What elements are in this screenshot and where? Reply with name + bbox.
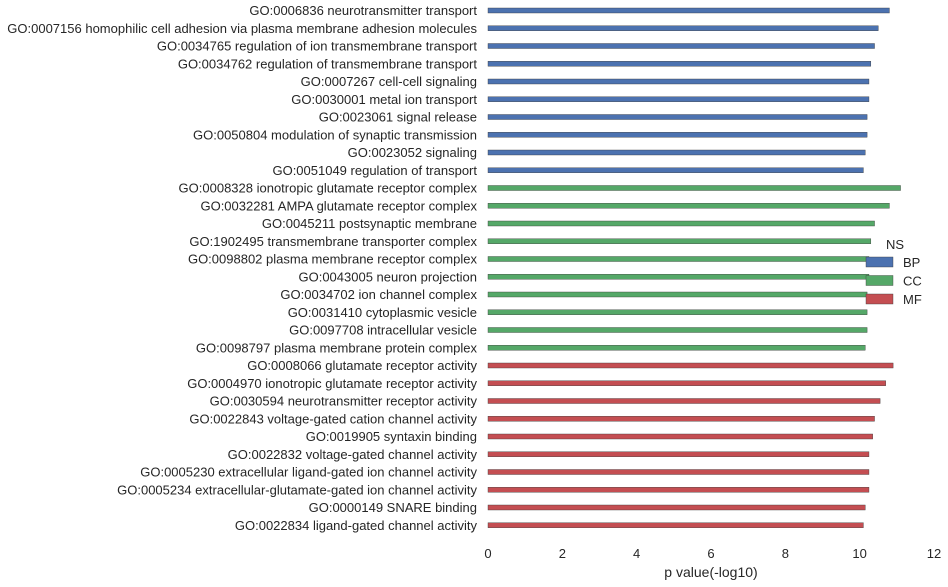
- bar: [487, 398, 881, 404]
- bar: [487, 274, 870, 280]
- category-label: GO:0097708 intracellular vesicle: [289, 323, 477, 338]
- x-tick-label: 6: [707, 546, 714, 561]
- bar: [487, 327, 868, 333]
- bar: [487, 78, 870, 85]
- bar: [487, 96, 870, 102]
- category-label: GO:0008328 ionotropic glutamate receptor…: [179, 181, 478, 196]
- bar: [487, 114, 868, 120]
- bar: [487, 309, 868, 315]
- category-label: GO:0004970 ionotropic glutamate receptor…: [187, 376, 477, 391]
- category-label: GO:0006836 neurotransmitter transport: [249, 3, 477, 18]
- bar: [487, 238, 872, 244]
- bar: [487, 25, 879, 31]
- category-label: GO:0007267 cell-cell signaling: [301, 74, 477, 89]
- bar: [487, 362, 894, 369]
- category-label: GO:0051049 regulation of transport: [272, 163, 477, 178]
- category-label: GO:0023052 signaling: [348, 145, 477, 160]
- bar: [487, 416, 875, 422]
- x-tick-label: 4: [633, 546, 640, 561]
- category-label: GO:0007156 homophilic cell adhesion via …: [7, 21, 477, 36]
- bar: [487, 149, 866, 156]
- bar: [487, 433, 873, 440]
- category-label: GO:0022834 ligand-gated channel activity: [235, 518, 478, 533]
- bar: [487, 256, 870, 262]
- category-label: GO:0022843 voltage-gated cation channel …: [189, 411, 477, 426]
- bar: [487, 469, 870, 475]
- category-label: GO:1902495 transmembrane transporter com…: [189, 234, 477, 249]
- legend-label: MF: [903, 292, 922, 307]
- category-label: GO:0032281 AMPA glutamate receptor compl…: [200, 198, 477, 213]
- category-label: GO:0098797 plasma membrane protein compl…: [196, 340, 478, 355]
- bar: [487, 7, 890, 14]
- x-ticks-layer: 0 2 4 6 8 10 12: [484, 546, 941, 561]
- bar: [487, 132, 868, 138]
- bar: [487, 203, 890, 209]
- category-label: GO:0098802 plasma membrane receptor comp…: [188, 252, 478, 267]
- bar: [487, 504, 866, 511]
- bar: [487, 345, 866, 351]
- x-tick-label: 0: [484, 546, 491, 561]
- bar: [487, 43, 875, 49]
- category-label: GO:0005230 extracellular ligand-gated io…: [140, 465, 477, 480]
- x-tick-label: 2: [559, 546, 566, 561]
- legend-label: BP: [903, 255, 920, 270]
- bars-layer: [487, 7, 901, 528]
- category-label: GO:0034702 ion channel complex: [280, 287, 477, 302]
- category-label: GO:0030001 metal ion transport: [291, 92, 477, 107]
- category-label: GO:0000149 SNARE binding: [309, 500, 477, 515]
- category-label: GO:0023061 signal release: [319, 110, 477, 125]
- bar: [487, 167, 864, 173]
- legend-swatch: [865, 275, 894, 286]
- legend-swatch: [865, 293, 894, 305]
- bar: [487, 291, 868, 298]
- category-label: GO:0045211 postsynaptic membrane: [262, 216, 477, 231]
- bar: [487, 522, 864, 528]
- legend: NS BP CC MF: [865, 237, 922, 307]
- bar: [487, 220, 875, 227]
- bar: [487, 61, 872, 67]
- bar: [487, 380, 886, 386]
- bar: [487, 451, 870, 457]
- category-label: GO:0022832 voltage-gated channel activit…: [228, 447, 478, 462]
- legend-label: CC: [903, 274, 922, 289]
- category-label: GO:0030594 neurotransmitter receptor act…: [210, 394, 478, 409]
- category-labels-layer: GO:0006836 neurotransmitter transport GO:…: [7, 3, 477, 533]
- category-label: GO:0043005 neuron projection: [298, 269, 477, 284]
- bar: [487, 487, 870, 493]
- x-axis-label: p value(-log10): [664, 564, 757, 580]
- category-label: GO:0008066 glutamate receptor activity: [247, 358, 477, 373]
- x-tick-label: 10: [852, 546, 866, 561]
- x-tick-label: 12: [927, 546, 941, 561]
- category-label: GO:0005234 extracellular-glutamate-gated…: [117, 482, 477, 497]
- category-label: GO:0034762 regulation of transmembrane t…: [178, 56, 478, 71]
- legend-title: NS: [886, 237, 904, 252]
- x-tick-label: 8: [782, 546, 789, 561]
- category-label: GO:0031410 cytoplasmic vesicle: [288, 305, 477, 320]
- category-label: GO:0034765 regulation of ion transmembra…: [157, 39, 478, 54]
- category-label: GO:0050804 modulation of synaptic transm…: [193, 127, 477, 142]
- bar: [487, 185, 901, 191]
- legend-swatch: [865, 256, 894, 268]
- category-label: GO:0019905 syntaxin binding: [306, 429, 477, 444]
